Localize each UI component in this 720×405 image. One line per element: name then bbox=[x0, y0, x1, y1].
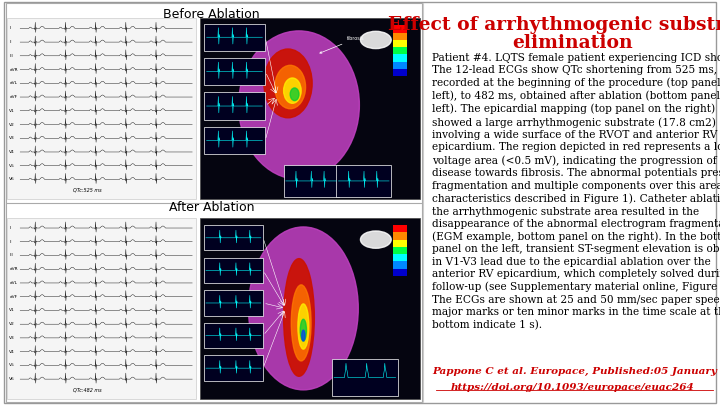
Bar bbox=[393, 62, 407, 69]
Bar bbox=[332, 360, 397, 396]
Bar bbox=[393, 254, 407, 261]
Bar bbox=[204, 290, 263, 315]
Bar bbox=[393, 261, 407, 269]
Bar bbox=[204, 58, 265, 85]
Ellipse shape bbox=[248, 227, 359, 390]
Text: V6: V6 bbox=[9, 177, 15, 181]
Bar bbox=[204, 23, 265, 51]
Bar bbox=[7, 218, 196, 399]
Bar bbox=[393, 232, 407, 240]
Text: V3: V3 bbox=[9, 336, 15, 340]
Text: Patient #4. LQTS female patient experiencing ICD shocks.
The 12-lead ECGs show Q: Patient #4. LQTS female patient experien… bbox=[432, 53, 720, 330]
Text: III: III bbox=[9, 254, 13, 258]
Text: elimination: elimination bbox=[512, 34, 633, 52]
Text: V2: V2 bbox=[9, 322, 15, 326]
Text: aVL: aVL bbox=[9, 281, 17, 285]
Text: aVR: aVR bbox=[9, 68, 18, 72]
Text: V3: V3 bbox=[9, 136, 15, 140]
Bar bbox=[6, 3, 422, 402]
Ellipse shape bbox=[284, 259, 315, 376]
Text: After Ablation: After Ablation bbox=[169, 201, 254, 214]
Bar bbox=[7, 18, 196, 199]
Bar bbox=[393, 247, 407, 254]
Text: I: I bbox=[9, 26, 11, 30]
Text: aVF: aVF bbox=[9, 95, 17, 99]
Text: V4: V4 bbox=[9, 350, 15, 354]
Bar bbox=[200, 18, 420, 199]
Text: III: III bbox=[9, 54, 13, 58]
Text: V2: V2 bbox=[9, 122, 15, 126]
Bar bbox=[284, 165, 338, 197]
Bar bbox=[200, 218, 420, 399]
Text: aVL: aVL bbox=[9, 81, 17, 85]
Text: Effect of arrhythmogenic substrate: Effect of arrhythmogenic substrate bbox=[387, 16, 720, 34]
Circle shape bbox=[361, 31, 391, 49]
Text: V5: V5 bbox=[9, 363, 15, 367]
Ellipse shape bbox=[298, 304, 309, 349]
Bar bbox=[393, 225, 407, 232]
Text: V1: V1 bbox=[9, 309, 15, 312]
Text: aVF: aVF bbox=[9, 295, 17, 299]
Text: QTc:482 ms: QTc:482 ms bbox=[73, 388, 102, 392]
Bar bbox=[204, 356, 263, 381]
Bar bbox=[393, 47, 407, 54]
Text: V4: V4 bbox=[9, 150, 15, 154]
Ellipse shape bbox=[300, 319, 307, 341]
Text: fibrosis: fibrosis bbox=[320, 36, 365, 53]
Text: I: I bbox=[9, 226, 11, 230]
Bar bbox=[393, 269, 407, 276]
Ellipse shape bbox=[290, 88, 299, 100]
Text: II: II bbox=[9, 40, 12, 44]
Circle shape bbox=[361, 231, 391, 248]
Bar bbox=[393, 54, 407, 62]
Text: V1: V1 bbox=[9, 109, 15, 113]
Bar bbox=[204, 92, 265, 119]
Bar bbox=[393, 69, 407, 76]
Ellipse shape bbox=[292, 285, 311, 361]
Text: https://doi.org/10.1093/europace/euac264: https://doi.org/10.1093/europace/euac264 bbox=[451, 383, 694, 392]
Text: II: II bbox=[9, 240, 12, 244]
Text: Before Ablation: Before Ablation bbox=[163, 8, 260, 21]
Bar bbox=[393, 40, 407, 47]
Bar bbox=[393, 240, 407, 247]
Bar bbox=[393, 33, 407, 40]
Ellipse shape bbox=[284, 78, 301, 103]
Bar bbox=[204, 225, 263, 250]
Text: V5: V5 bbox=[9, 164, 15, 168]
Ellipse shape bbox=[302, 330, 305, 341]
Bar bbox=[204, 323, 263, 348]
Ellipse shape bbox=[238, 31, 359, 179]
Text: aVR: aVR bbox=[9, 267, 18, 271]
Bar bbox=[204, 258, 263, 283]
Bar bbox=[204, 127, 265, 154]
Bar bbox=[393, 26, 407, 33]
Ellipse shape bbox=[264, 49, 312, 118]
Ellipse shape bbox=[275, 65, 305, 109]
Text: V6: V6 bbox=[9, 377, 15, 381]
Bar bbox=[336, 165, 391, 197]
Text: QTc:525 ms: QTc:525 ms bbox=[73, 188, 102, 193]
Text: Pappone C et al. Europace, Published:05 January 2023, euac264,: Pappone C et al. Europace, Published:05 … bbox=[432, 367, 720, 375]
